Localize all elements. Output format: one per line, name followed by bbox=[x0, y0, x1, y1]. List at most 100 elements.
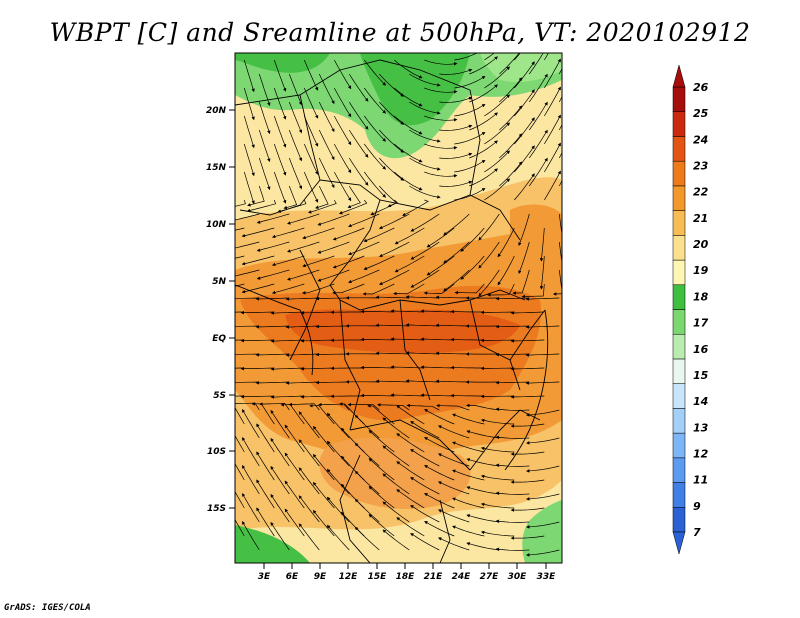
streamline bbox=[273, 87, 287, 120]
streamline bbox=[255, 297, 290, 301]
streamline bbox=[529, 157, 548, 187]
streamline bbox=[454, 53, 478, 61]
streamline bbox=[338, 199, 368, 215]
streamline bbox=[439, 124, 473, 131]
streamline bbox=[364, 171, 387, 198]
colorbar-label: 13 bbox=[693, 421, 709, 434]
streamline bbox=[544, 142, 561, 173]
streamline bbox=[332, 283, 365, 295]
streamline bbox=[393, 283, 425, 296]
lon-tick-label: 24E bbox=[452, 572, 472, 582]
streamline bbox=[484, 94, 511, 117]
streamline bbox=[354, 526, 380, 551]
streamline bbox=[347, 402, 380, 411]
streamline bbox=[525, 409, 560, 417]
streamline bbox=[302, 227, 335, 240]
streamline bbox=[354, 414, 380, 439]
streamline bbox=[499, 77, 523, 103]
streamline bbox=[318, 129, 335, 161]
lon-tick-label: 30E bbox=[508, 572, 528, 582]
streamline bbox=[273, 59, 287, 92]
streamline bbox=[247, 185, 265, 207]
streamline bbox=[438, 537, 470, 551]
streamline bbox=[525, 297, 560, 301]
streamline bbox=[379, 157, 405, 181]
streamline bbox=[258, 129, 271, 163]
streamline bbox=[251, 402, 275, 425]
streamline bbox=[255, 325, 290, 329]
streamline bbox=[270, 395, 305, 399]
streamline bbox=[303, 87, 319, 119]
lon-tick-label: 12E bbox=[339, 572, 359, 582]
streamline bbox=[242, 520, 260, 551]
streamline bbox=[271, 283, 305, 295]
streamline bbox=[424, 465, 455, 481]
streamline bbox=[514, 53, 521, 61]
streamline bbox=[514, 145, 535, 173]
streamline bbox=[326, 468, 350, 495]
streamline bbox=[510, 311, 545, 315]
streamline bbox=[405, 295, 440, 299]
colorbar-label: 24 bbox=[693, 133, 708, 146]
streamline bbox=[439, 152, 473, 159]
streamline bbox=[368, 514, 395, 537]
colorbar-label: 11 bbox=[693, 474, 708, 487]
streamline bbox=[382, 445, 410, 467]
streamline bbox=[438, 509, 470, 523]
colorbar-segment bbox=[672, 111, 686, 137]
streamline bbox=[235, 283, 245, 287]
streamline bbox=[303, 115, 319, 147]
colorbar-label: 21 bbox=[693, 212, 708, 225]
streamline bbox=[235, 269, 260, 277]
streamlines bbox=[235, 53, 562, 557]
streamline bbox=[256, 241, 290, 252]
streamline bbox=[298, 467, 320, 495]
streamline bbox=[438, 425, 470, 439]
streamline bbox=[484, 66, 511, 89]
streamline bbox=[235, 199, 246, 207]
streamline bbox=[379, 129, 405, 153]
colorbar-segment bbox=[672, 210, 686, 236]
streamline bbox=[326, 412, 350, 439]
streamline bbox=[390, 393, 425, 397]
streamline bbox=[424, 171, 458, 178]
streamline bbox=[544, 53, 549, 61]
streamline bbox=[466, 514, 500, 523]
streamline bbox=[394, 255, 425, 273]
streamline bbox=[495, 296, 530, 301]
streamline bbox=[349, 157, 369, 186]
streamline bbox=[382, 473, 410, 495]
colorbar-segment bbox=[672, 86, 686, 112]
streamline bbox=[394, 59, 423, 79]
streamline bbox=[382, 529, 410, 551]
streamline bbox=[480, 474, 515, 481]
streamline bbox=[423, 283, 455, 295]
streamline bbox=[348, 241, 380, 256]
colorbar-segment bbox=[672, 185, 686, 211]
streamline bbox=[375, 323, 410, 327]
streamline bbox=[558, 213, 562, 248]
streamline bbox=[544, 170, 561, 201]
streamline bbox=[409, 185, 441, 199]
streamline bbox=[235, 406, 245, 425]
streamline bbox=[375, 295, 410, 299]
lat-tick-label: 5N bbox=[212, 277, 226, 287]
streamline bbox=[298, 411, 320, 439]
streamline bbox=[375, 351, 410, 355]
streamline bbox=[469, 56, 498, 75]
streamline bbox=[312, 425, 335, 453]
streamline bbox=[396, 433, 425, 453]
streamline bbox=[394, 143, 423, 163]
streamline bbox=[300, 311, 335, 315]
streamline bbox=[480, 446, 515, 453]
streamline bbox=[256, 451, 275, 481]
streamline bbox=[443, 241, 470, 264]
streamline bbox=[390, 309, 425, 313]
streamline bbox=[258, 157, 271, 191]
colorbar-label: 16 bbox=[693, 343, 709, 356]
colorbar-segment bbox=[672, 235, 686, 261]
lon-tick-label: 33E bbox=[537, 572, 557, 582]
colorbar-label: 18 bbox=[693, 290, 709, 303]
streamline bbox=[349, 129, 369, 158]
streamline bbox=[318, 73, 335, 105]
